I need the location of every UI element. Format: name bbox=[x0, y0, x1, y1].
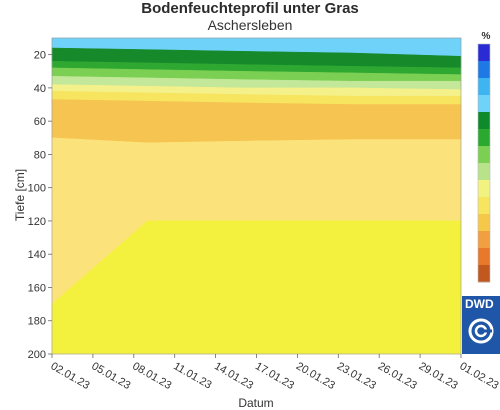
colorbar-swatch bbox=[478, 214, 490, 232]
soil-moisture-bands bbox=[51, 37, 462, 355]
x-axis: 02.01.2305.01.2308.01.2311.01.2314.01.23… bbox=[49, 354, 500, 392]
y-axis: 20 40 60 80 100 120 140 160 180 200 bbox=[28, 50, 52, 361]
colorbar-swatch bbox=[478, 78, 490, 96]
y-tick-label: 60 bbox=[34, 116, 46, 128]
y-tick-label: 140 bbox=[28, 249, 46, 261]
y-tick-label: 200 bbox=[28, 349, 46, 361]
colorbar-swatch bbox=[478, 44, 490, 62]
y-tick-label: 180 bbox=[28, 316, 46, 328]
x-tick-label: 08.01.23 bbox=[130, 360, 173, 392]
chart-title: Bodenfeuchteprofil unter Gras bbox=[141, 0, 359, 17]
colorbar-swatch bbox=[478, 112, 490, 130]
colorbar-frame bbox=[477, 43, 491, 283]
dwd-logo-text: DWD bbox=[465, 297, 494, 311]
x-tick-label: 23.01.23 bbox=[335, 360, 378, 392]
x-tick-label: 17.01.23 bbox=[253, 360, 296, 392]
y-tick-label: 20 bbox=[34, 50, 46, 62]
dwd-logo: DWD bbox=[462, 296, 500, 354]
y-tick-label: 120 bbox=[28, 216, 46, 228]
y-tick-label: 40 bbox=[34, 83, 46, 95]
colorbar-swatch bbox=[478, 146, 490, 164]
x-axis-title: Datum bbox=[238, 396, 273, 410]
x-tick-label: 02.01.23 bbox=[49, 360, 92, 392]
colorbar-swatch bbox=[478, 265, 490, 283]
colorbar-swatch bbox=[478, 129, 490, 147]
dwd-swirl-icon bbox=[468, 318, 494, 344]
y-tick-label: 80 bbox=[34, 149, 46, 161]
moisture-band-7 bbox=[51, 99, 462, 144]
x-tick-label: 29.01.23 bbox=[417, 360, 460, 392]
y-axis-title: Tiefe [cm] bbox=[13, 169, 27, 221]
y-tick-label: 160 bbox=[28, 282, 46, 294]
x-tick-label: 14.01.23 bbox=[212, 360, 255, 392]
x-tick-label: 05.01.23 bbox=[89, 360, 132, 392]
colorbar-swatch bbox=[478, 163, 490, 181]
colorbar-title: % bbox=[481, 31, 491, 42]
colorbar bbox=[477, 43, 491, 283]
colorbar-swatch bbox=[478, 61, 490, 79]
x-tick-label: 26.01.23 bbox=[376, 360, 419, 392]
x-tick-label: 20.01.23 bbox=[294, 360, 337, 392]
colorbar-swatch bbox=[478, 95, 490, 113]
y-tick-label: 100 bbox=[28, 183, 46, 195]
colorbar-swatch bbox=[478, 231, 490, 249]
colorbar-swatch bbox=[478, 197, 490, 215]
colorbar-swatch bbox=[478, 248, 490, 266]
colorbar-swatch bbox=[478, 180, 490, 198]
x-tick-label: 01.02.23 bbox=[458, 360, 500, 392]
chart-subtitle: Aschersleben bbox=[207, 17, 293, 33]
x-tick-label: 11.01.23 bbox=[171, 360, 213, 391]
